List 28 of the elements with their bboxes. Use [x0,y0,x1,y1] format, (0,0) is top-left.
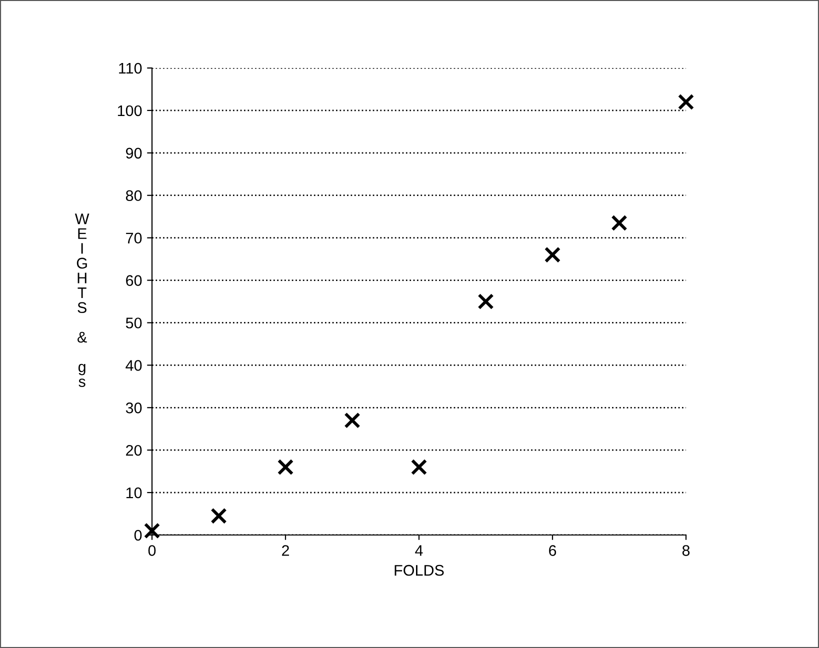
y-tick-label: 100 [118,105,142,116]
y-tick-label: 50 [126,318,142,328]
y-tick-label: 90 [126,148,142,159]
x-axis-title: FOLDS [394,564,444,576]
point [410,458,428,476]
y-tick-label: 110 [119,62,142,74]
point [277,458,294,476]
x-tick-label: 6 [549,545,556,556]
point [144,522,160,539]
point [210,508,227,524]
y-tick-label: 40 [126,360,142,371]
x-tick-label: 0 [148,545,156,556]
point [611,214,628,232]
x-tick-label: 4 [415,545,423,556]
y-tick-label: 30 [126,402,142,414]
text: WEIGHTS & gs [74,214,90,387]
y-tick-label: 0 [134,530,142,541]
x-tick-label: 2 [282,545,289,556]
point [478,293,494,310]
point [678,94,694,110]
y-tick-label: 60 [126,275,142,286]
y-tick-label: 80 [126,190,142,202]
point [344,412,360,428]
point [544,246,561,263]
y-tick-label: 10 [126,487,142,498]
y-tick-label: 20 [126,444,142,456]
y-tick-label: 70 [126,232,142,244]
x-tick-label: 8 [682,545,690,556]
